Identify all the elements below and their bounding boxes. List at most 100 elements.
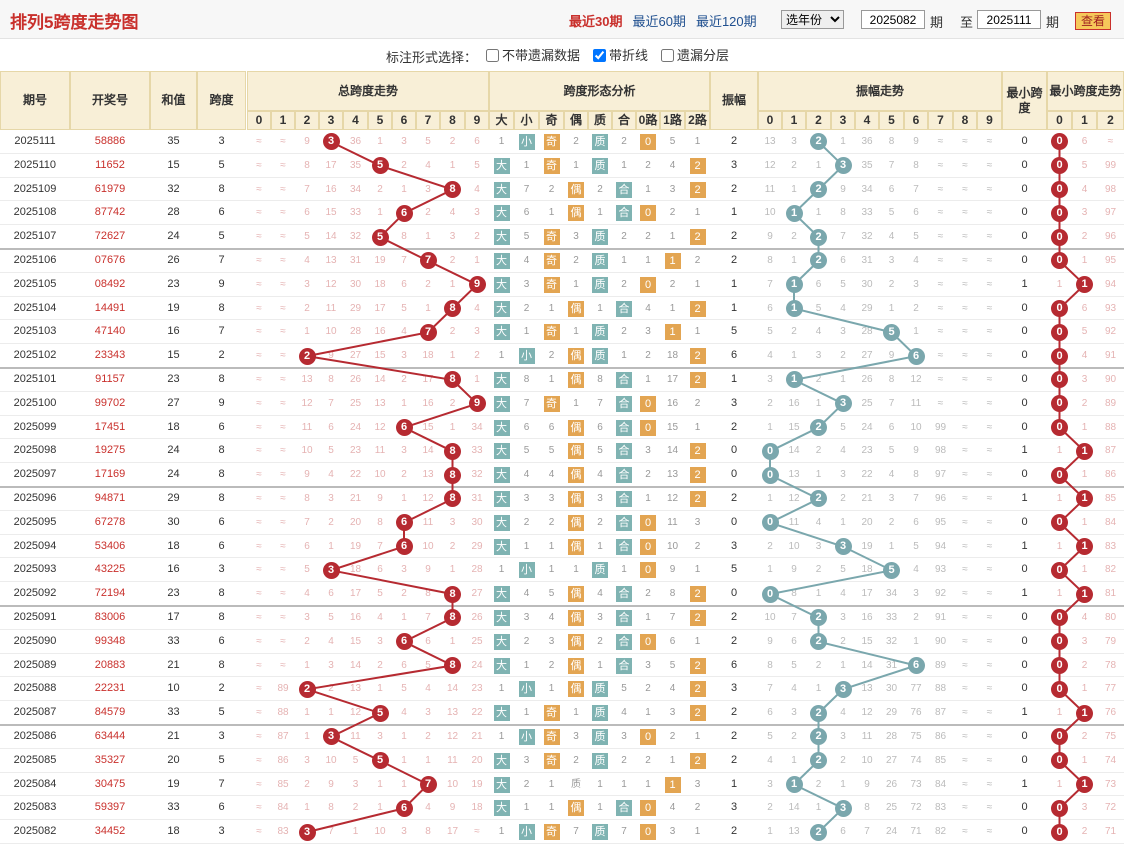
amp-cell: 2 — [730, 492, 738, 504]
shape-mark: 小 — [518, 348, 535, 365]
span-omission: ≈ — [256, 802, 262, 814]
amp-trend-mark: 2 — [810, 490, 827, 508]
amp-trend-mark: 2 — [810, 419, 827, 436]
min-omission: 88 — [1104, 421, 1117, 433]
range-to-label: 至 — [960, 15, 974, 30]
span-omission: 9 — [328, 350, 334, 362]
span-omission: 1 — [377, 778, 383, 790]
view-button[interactable]: 查看 — [1075, 12, 1111, 30]
shape-omission: 3 — [669, 826, 676, 838]
shape-mark: 偶 — [568, 657, 584, 674]
span-trend-mark: 8 — [444, 585, 461, 603]
span-omission: 4 — [474, 183, 480, 195]
period-link-2[interactable]: 最近120期 — [695, 14, 757, 29]
shape-omission: 1 — [645, 255, 651, 266]
sum-cell: 33 — [167, 706, 180, 719]
option-no-omission[interactable]: 不带遗漏数据 — [486, 45, 580, 64]
span-omission: 32 — [471, 469, 483, 481]
shape-mark: 2 — [689, 705, 706, 722]
span-omission: 1 — [328, 540, 334, 552]
shape-mark: 大 — [493, 776, 510, 793]
span-omission: ≈ — [256, 612, 262, 623]
start-issue-unit: 期 — [930, 15, 944, 30]
shape-omission: 8 — [523, 374, 530, 385]
span-omission: ≈ — [280, 659, 286, 671]
min-omission: 4 — [1081, 612, 1088, 623]
shape-mark: 偶 — [568, 181, 584, 198]
span-cell: 9 — [218, 396, 225, 409]
span-cell: 8 — [218, 373, 225, 385]
amp-omission: 1 — [767, 421, 773, 433]
option-polyline[interactable]: 带折线 — [593, 45, 648, 64]
shape-mark: 2 — [689, 657, 706, 674]
amp-omission: 3 — [840, 612, 846, 623]
option-polyline-label: 带折线 — [609, 48, 649, 63]
shape-omission: 2 — [523, 778, 530, 790]
span-omission: ≈ — [256, 731, 262, 742]
option-omission-layers[interactable]: 遗漏分层 — [661, 45, 729, 64]
span-trend-mark: 6 — [395, 419, 413, 436]
span-omission: 21 — [349, 493, 362, 504]
shape-omission: 2 — [645, 683, 651, 695]
amp-omission: ≈ — [962, 207, 968, 219]
amp-omission: 2 — [767, 397, 773, 409]
span-omission: 13 — [349, 683, 362, 695]
option-no-omission-checkbox[interactable] — [486, 49, 499, 62]
span-omission: 1 — [401, 612, 407, 623]
min-omission: ≈ — [1107, 136, 1114, 147]
amp-omission: 84 — [934, 778, 947, 790]
shape-omission: 2 — [669, 278, 676, 290]
span-omission: 27 — [471, 588, 483, 600]
issue-cell: 2025096 — [13, 492, 57, 504]
draw-cell: 59397 — [94, 801, 126, 814]
shape-omission: 7 — [597, 397, 603, 409]
span-omission: 6 — [474, 136, 480, 147]
draw-cell: 23343 — [94, 349, 126, 362]
amp-omission: 30 — [861, 278, 873, 290]
span-cell: 8 — [218, 611, 225, 623]
amp-cell: 2 — [730, 730, 738, 742]
period-link-0[interactable]: 最近30期 — [569, 14, 623, 29]
shape-omission: 1 — [645, 183, 651, 195]
period-link-1[interactable]: 最近60期 — [632, 14, 686, 29]
amp-omission: ≈ — [937, 255, 944, 266]
shape-omission: 6 — [597, 421, 603, 433]
span-omission: ≈ — [256, 564, 262, 576]
min-trend-mark: 1 — [1076, 538, 1093, 555]
end-issue-input[interactable] — [977, 10, 1041, 29]
year-select[interactable]: 选年份 — [781, 10, 844, 29]
min-omission: 3 — [1081, 207, 1088, 219]
shape-omission: 1 — [621, 255, 627, 266]
option-omission-layers-label: 遗漏分层 — [677, 48, 730, 63]
start-issue-input[interactable] — [861, 10, 925, 29]
amp-omission: 8 — [791, 588, 797, 600]
amp-omission: 8 — [913, 469, 919, 481]
shape-mark: 质 — [592, 157, 608, 174]
sum-cell: 28 — [167, 206, 180, 219]
span-omission: 22 — [349, 469, 362, 481]
shape-omission: 1 — [645, 612, 651, 623]
min-omission: 1 — [1081, 564, 1088, 576]
sum-cell: 23 — [167, 587, 180, 600]
span-omission: 31 — [471, 493, 483, 504]
shape-mark: 2 — [689, 157, 706, 174]
option-omission-layers-checkbox[interactable] — [661, 49, 674, 62]
option-polyline-checkbox[interactable] — [593, 49, 606, 62]
shape-omission: 9 — [669, 564, 676, 576]
span-omission: 2 — [425, 731, 431, 742]
amp-trend-mark: 3 — [834, 680, 852, 698]
shape-omission: 5 — [621, 683, 627, 695]
issue-cell: 2025086 — [13, 730, 57, 742]
header-amp-digit: 0 — [758, 111, 782, 130]
amp-omission: ≈ — [937, 207, 944, 219]
span-omission: ≈ — [280, 374, 286, 385]
period-links: 最近30期 最近60期 最近120期 — [569, 11, 767, 30]
amp-omission: ≈ — [986, 588, 993, 600]
shape-omission: 16 — [666, 397, 679, 409]
shape-mark: 奇 — [543, 324, 560, 341]
span-omission: ≈ — [280, 397, 286, 409]
span-omission: 10 — [374, 826, 386, 838]
min-span-cell: 0 — [1021, 254, 1028, 266]
row-divider — [0, 533, 1124, 535]
shape-mark: 0 — [640, 514, 656, 531]
